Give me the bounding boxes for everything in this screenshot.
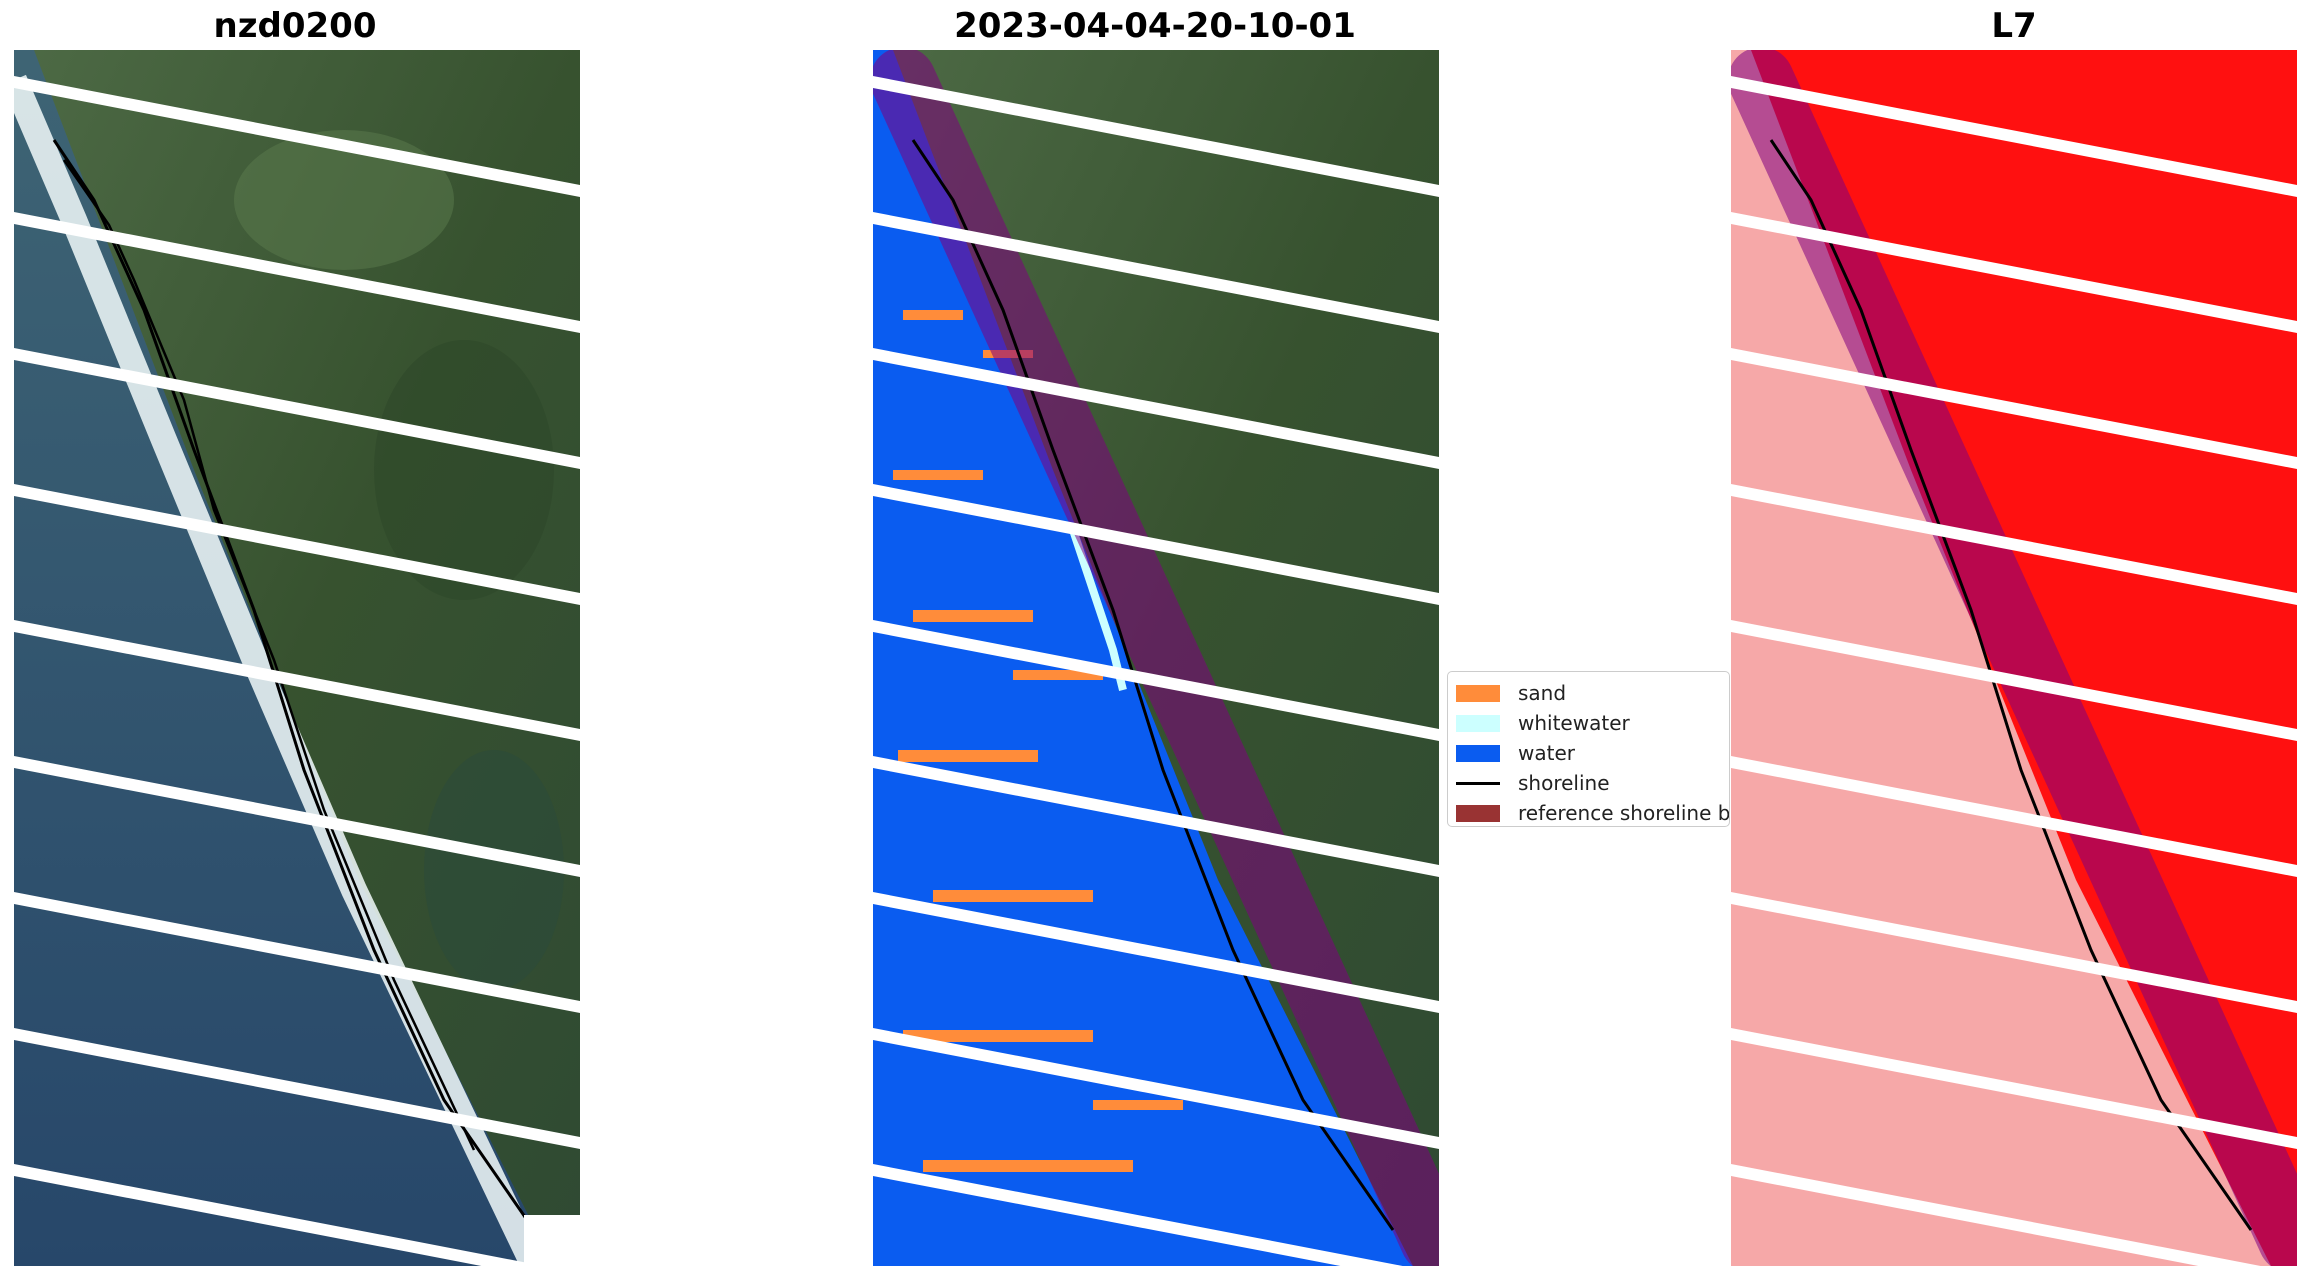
water-swatch bbox=[1456, 744, 1500, 762]
panel-title-rgb: nzd0200 bbox=[213, 6, 377, 46]
sand-class-patches bbox=[893, 310, 1183, 1172]
index-image-panel bbox=[1731, 50, 2297, 1266]
whitewater-swatch bbox=[1456, 714, 1500, 732]
reference-buffer-swatch bbox=[1456, 804, 1500, 822]
legend-label: shoreline bbox=[1518, 771, 1610, 795]
reference-shoreline-buffer bbox=[1731, 50, 2297, 1266]
scanline-gaps bbox=[14, 76, 580, 1266]
legend-item-water: water bbox=[1456, 738, 1729, 768]
legend-item-reference-buffer: reference shoreline buffer bbox=[1456, 798, 1730, 826]
scanline-gaps bbox=[873, 76, 1439, 1266]
legend-item-shoreline: shoreline bbox=[1456, 768, 1729, 798]
classified-image-panel bbox=[873, 50, 1439, 1266]
scanline-gaps bbox=[1731, 76, 2297, 1266]
legend-label: sand bbox=[1518, 681, 1567, 705]
legend-item-sand: sand bbox=[1456, 678, 1729, 708]
legend: sand whitewater water shoreline referenc… bbox=[1447, 671, 1730, 827]
shoreline-swatch bbox=[1456, 781, 1500, 785]
legend-item-whitewater: whitewater bbox=[1456, 708, 1729, 738]
ocean-area bbox=[14, 50, 554, 1266]
legend-label: reference shoreline buffer bbox=[1518, 801, 1730, 825]
rgb-image bbox=[14, 50, 580, 1266]
reference-shoreline-buffer bbox=[873, 50, 1439, 1266]
sand-swatch bbox=[1456, 684, 1500, 702]
index-image bbox=[1731, 50, 2297, 1266]
panel-title-index: L7 bbox=[1991, 6, 2037, 46]
legend-label: whitewater bbox=[1518, 711, 1630, 735]
legend-label: water bbox=[1518, 741, 1575, 765]
classified-image bbox=[873, 50, 1439, 1266]
panel-title-classified: 2023-04-04-20-10-01 bbox=[954, 6, 1356, 46]
rgb-image-panel bbox=[14, 50, 580, 1266]
